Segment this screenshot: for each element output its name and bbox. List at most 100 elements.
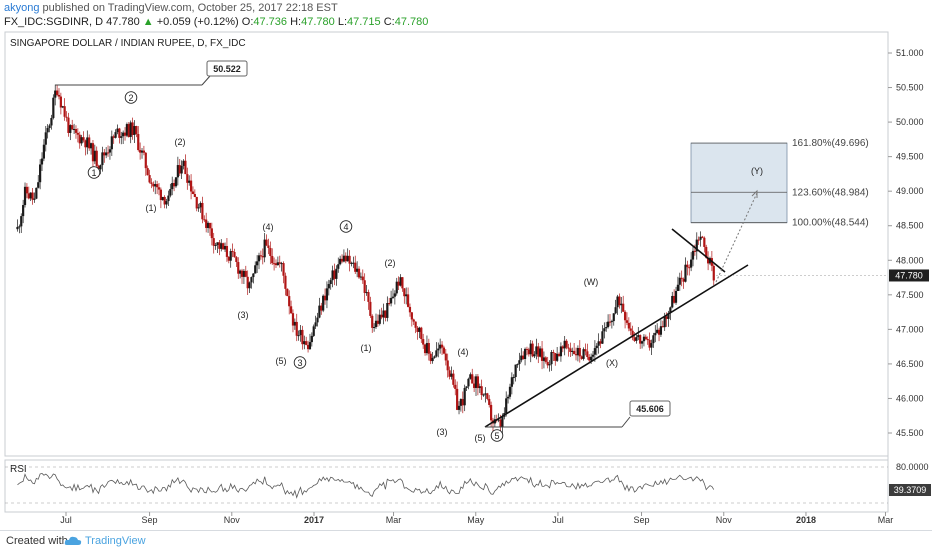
candle-down: [384, 310, 387, 318]
candle-down: [588, 357, 591, 361]
candle-down: [178, 165, 181, 174]
candle-up: [125, 124, 129, 136]
symbol-name: FX_IDC:SGDINR, D: [4, 16, 104, 28]
candle-down: [673, 295, 676, 303]
candle-down: [193, 193, 196, 197]
candle-down: [131, 122, 134, 135]
candle-up: [399, 277, 402, 286]
candle-up: [101, 152, 104, 166]
ohlc-close: 47.780: [394, 16, 429, 28]
price-axis[interactable]: 51.000 50.500 50.000 49.500 49.000 48.500 48.0…: [888, 48, 924, 438]
candle-up: [378, 314, 381, 324]
price-chart[interactable]: SINGAPORE DOLLAR / INDIAN RUPEE, D, FX_I…: [0, 0, 932, 530]
candle-up: [642, 336, 646, 342]
candle-up: [239, 270, 242, 274]
candle-down: [531, 343, 534, 357]
candle-up: [110, 136, 113, 150]
candle-down: [682, 278, 685, 282]
candle-up: [257, 255, 261, 262]
candle-down: [76, 132, 79, 135]
candle-up: [154, 184, 157, 187]
candle-up: [120, 136, 123, 138]
candle-up: [297, 335, 300, 337]
candle-up: [165, 201, 168, 205]
candle-down: [693, 250, 696, 252]
candle-down: [486, 393, 489, 399]
x-tick-label: Sep: [142, 515, 158, 525]
candle-down: [686, 264, 689, 268]
candle-down: [544, 357, 547, 362]
candle-up: [591, 354, 595, 357]
candle-up: [512, 377, 515, 379]
low-callout[interactable]: 45.606: [485, 400, 671, 428]
candle-up: [603, 328, 606, 332]
candle-up: [459, 399, 463, 406]
candle-up: [105, 152, 108, 156]
candle-down: [703, 237, 706, 247]
high-callout[interactable]: 50.522: [55, 60, 248, 86]
candle-down: [259, 255, 262, 257]
candle-up: [89, 143, 93, 149]
candle-down: [288, 296, 291, 307]
wave-circle: [490, 429, 504, 442]
candle-up: [171, 183, 174, 190]
candle-up: [35, 187, 38, 199]
candle-down: [273, 263, 276, 265]
candle-down: [123, 132, 127, 136]
candle-down: [295, 321, 298, 336]
ohlc-low-label: L:: [337, 16, 348, 28]
wave-label: 4: [343, 222, 348, 232]
y-tick-label: 48.000: [896, 255, 924, 265]
candle-down: [580, 356, 583, 359]
candle-down: [371, 315, 374, 328]
change-up-icon: ▲: [142, 16, 154, 28]
price-change: +0.059 (+0.12%): [156, 16, 239, 28]
candle-up: [197, 207, 200, 209]
candle-down: [146, 168, 149, 176]
ohlc-open-label: O:: [241, 16, 254, 28]
candle-down: [420, 327, 423, 340]
y-tick-label: 49.500: [896, 152, 924, 162]
main-pane[interactable]: [4, 31, 889, 457]
candle-up: [310, 335, 313, 343]
rsi-pane[interactable]: [4, 459, 889, 513]
candle-down: [416, 327, 419, 332]
candle-down: [380, 314, 383, 318]
candle-down: [237, 262, 240, 274]
candle-down: [240, 270, 244, 277]
candle-down: [289, 306, 293, 314]
candle-up: [18, 226, 21, 228]
candle-down: [74, 128, 78, 133]
candle-down: [144, 152, 147, 169]
candle-down: [67, 117, 70, 133]
author-link[interactable]: akyong: [4, 2, 40, 14]
fib-zone[interactable]: [690, 142, 788, 224]
candle-up: [140, 150, 144, 153]
candle-down: [137, 134, 140, 151]
candle-down: [97, 165, 100, 170]
candle-up: [206, 222, 210, 228]
candle-up: [122, 132, 125, 137]
candle-up: [188, 180, 191, 183]
candle-down: [205, 219, 208, 228]
candle-down: [103, 152, 106, 156]
rsi-line: [17, 472, 715, 499]
tradingview-brand[interactable]: TradingView: [85, 535, 146, 547]
candle-down: [527, 349, 530, 355]
candle-down: [573, 350, 576, 355]
candle-up: [80, 137, 83, 144]
candle-down: [25, 186, 29, 194]
fib-extension[interactable]: 161.80%(49.696) 123.60%(48.984) 100.00%(…: [690, 138, 869, 229]
upper-trendline[interactable]: [671, 228, 726, 273]
candle-down: [261, 256, 264, 258]
tradingview-cloud-icon[interactable]: [64, 535, 82, 546]
time-axis[interactable]: Jul Sep Nov 2017 Mar May Jul Sep Nov 2018 Mar: [60, 512, 893, 525]
support-trendline[interactable]: [484, 264, 749, 428]
candle-up: [601, 331, 604, 344]
candle-up: [556, 353, 559, 361]
candle-up: [254, 265, 257, 274]
candle-up: [22, 205, 25, 217]
candle-up: [248, 282, 251, 289]
candle-down: [540, 348, 544, 361]
candle-down: [456, 388, 459, 410]
